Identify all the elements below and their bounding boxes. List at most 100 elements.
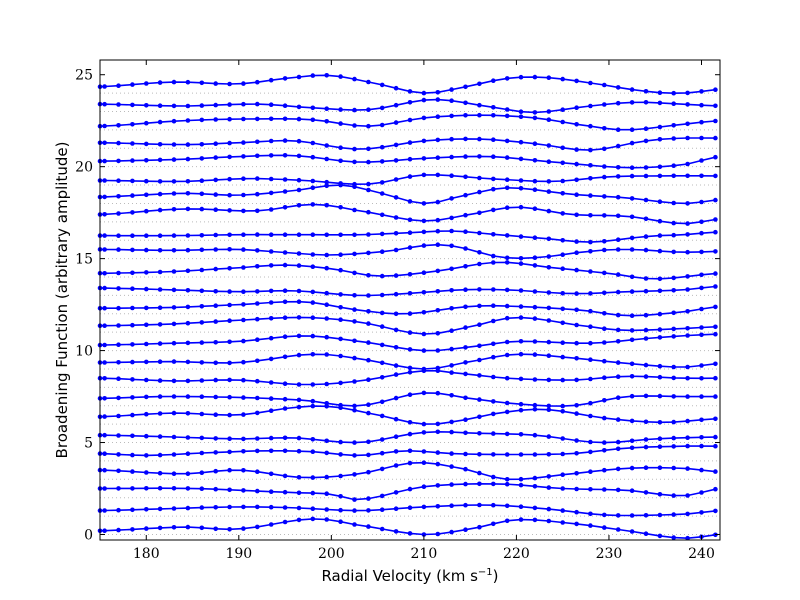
series-23-point-5 <box>157 119 163 125</box>
series-21-point-29 <box>491 154 496 159</box>
series-12-point-39 <box>629 328 635 333</box>
series-23-point-28 <box>477 112 482 118</box>
series-4-point-29 <box>491 474 496 480</box>
series-10-point-9 <box>213 360 218 366</box>
series-8-point-37 <box>602 398 607 403</box>
series-7-point-28 <box>477 414 482 420</box>
series-17-point-2 <box>116 233 121 238</box>
series-16-point-17 <box>324 252 330 258</box>
series-6-point-23 <box>407 431 413 437</box>
series-1-point-18 <box>338 519 343 524</box>
series-22-point-22 <box>393 142 399 148</box>
series-21-point-33 <box>546 159 552 164</box>
series-19-point-9 <box>213 192 218 197</box>
series-24-point-7 <box>185 103 191 109</box>
series-25-point-30 <box>504 76 510 81</box>
series-24-point-25 <box>435 97 441 102</box>
series-7-point-11 <box>241 412 246 417</box>
series-22-point-16 <box>310 140 316 146</box>
series-13-point-19 <box>352 307 357 312</box>
series-13-point-14 <box>282 299 288 305</box>
series-25-point-41 <box>657 90 663 95</box>
series-13-point-1 <box>102 305 107 311</box>
series-3-point-37 <box>602 487 607 492</box>
series-24-point-27 <box>463 100 468 106</box>
series-8-point-21 <box>379 399 385 405</box>
series-12-point-22 <box>393 327 399 333</box>
series-15-point-4 <box>144 270 149 275</box>
series-9-point-42 <box>671 375 676 381</box>
series-3-point-5 <box>157 485 163 491</box>
series-1-point-1 <box>102 528 107 533</box>
series-4-point-18 <box>338 473 343 479</box>
series-15-point-25 <box>435 268 441 274</box>
series-line-4 <box>99 461 716 481</box>
series-14-point-22 <box>393 291 399 297</box>
series-23-point-38 <box>615 127 621 132</box>
series-7-point-9 <box>213 412 218 418</box>
series-17 <box>97 228 718 245</box>
series-24-point-38 <box>615 100 621 106</box>
series-3-point-9 <box>213 486 218 492</box>
series-9-point-14 <box>282 381 288 387</box>
series-16-point-42 <box>671 249 676 255</box>
series-23-point-35 <box>574 122 579 127</box>
series-12-point-23 <box>407 330 413 335</box>
series-25-point-18 <box>338 74 343 79</box>
series-16-point-6 <box>171 248 177 253</box>
series-8-point-30 <box>504 400 510 406</box>
series-line-15 <box>100 261 716 280</box>
series-25-point-40 <box>643 89 649 94</box>
series-24-point-21 <box>379 105 385 111</box>
series-16-point-37 <box>602 247 607 253</box>
series-19-point-41 <box>657 199 663 204</box>
series-1-point-9 <box>213 526 218 532</box>
series-15-point-24 <box>421 270 427 276</box>
series-21-point-3 <box>130 158 135 163</box>
series-20-point-14 <box>282 177 288 182</box>
series-12-point-31 <box>518 315 524 320</box>
series-2-point-20 <box>366 508 371 513</box>
series-19-point-23 <box>407 199 413 204</box>
series-18-point-36 <box>588 213 593 218</box>
series-15-point-3 <box>130 270 135 276</box>
series-22-point-43 <box>685 135 690 141</box>
series-11-point-45 <box>713 331 718 337</box>
series-4-point-3 <box>130 469 135 474</box>
series-19-point-5 <box>157 191 163 197</box>
series-19-point-32 <box>532 187 538 192</box>
series-6-point-19 <box>352 440 357 445</box>
series-2-point-8 <box>199 505 205 510</box>
series-9-point-8 <box>199 378 205 383</box>
series-18-point-32 <box>532 206 538 211</box>
series-10-point-25 <box>435 365 441 371</box>
series-8-point-27 <box>463 395 468 401</box>
series-22-point-15 <box>296 138 302 144</box>
series-12-point-41 <box>657 327 663 332</box>
series-5-point-6 <box>171 452 177 457</box>
series-5 <box>97 443 718 458</box>
series-5-point-30 <box>504 452 510 457</box>
series-7-point-40 <box>643 419 649 425</box>
series-20-point-17 <box>324 179 330 185</box>
series-15-point-37 <box>602 270 607 276</box>
series-2-point-34 <box>560 508 565 513</box>
series-13-point-32 <box>532 304 538 310</box>
series-14-point-7 <box>185 288 191 293</box>
series-13-point-35 <box>574 307 579 313</box>
series-16-point-11 <box>241 247 246 252</box>
series-18-point-2 <box>116 211 121 216</box>
series-11-point-6 <box>171 340 177 346</box>
series-19-point-4 <box>144 192 149 198</box>
series-15-point-30 <box>504 260 510 265</box>
series-3-point-44 <box>699 490 704 495</box>
series-7-point-33 <box>546 407 552 413</box>
series-4-point-6 <box>171 471 177 477</box>
series-14-point-40 <box>643 288 649 294</box>
series-22-point-7 <box>185 142 191 147</box>
y-tick-label-25: 25 <box>75 68 93 84</box>
series-9-point-45 <box>713 375 718 381</box>
series-18-point-38 <box>615 213 621 219</box>
series-8-point-26 <box>449 393 454 398</box>
series-10-point-16 <box>310 352 316 357</box>
